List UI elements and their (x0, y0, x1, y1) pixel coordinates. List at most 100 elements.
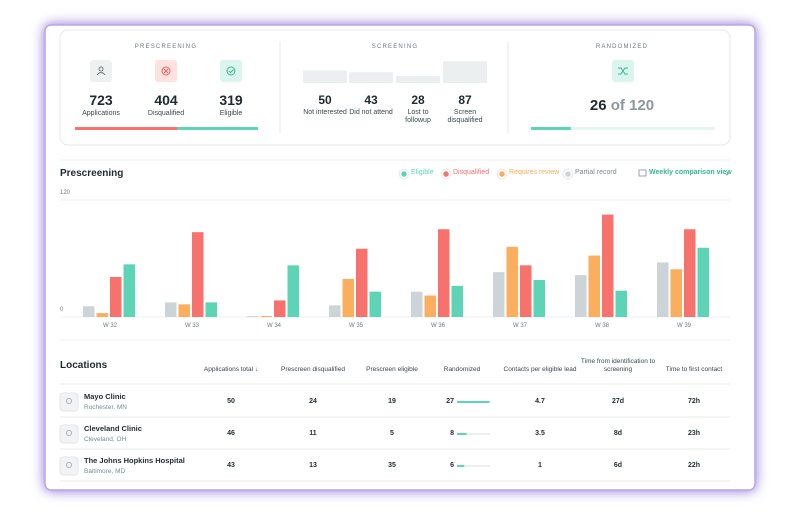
bar (615, 290, 627, 317)
randomized-track (457, 433, 490, 435)
table-title: Locations (60, 360, 108, 371)
cell: 50 (227, 398, 235, 405)
legend-label: Disqualified (453, 169, 490, 176)
randomized-bar (457, 401, 490, 403)
x-tick-label: W 33 (184, 323, 199, 329)
progress-track (531, 127, 715, 130)
screening-bar (443, 61, 487, 83)
summary-box (59, 29, 731, 146)
stat-label: Lost to followup (405, 109, 431, 125)
stat-label: Eligible (219, 110, 243, 117)
bar (165, 302, 177, 317)
icon (163, 68, 169, 74)
x-tick-label: W 38 (594, 323, 609, 329)
bar (96, 313, 108, 317)
cell: 46 (227, 430, 235, 437)
cell: 72h (687, 398, 701, 405)
cell: 35 (388, 462, 396, 469)
column-header: Prescreen disqualified (281, 366, 345, 374)
bar (602, 214, 614, 317)
progress-segment (75, 127, 178, 130)
cell: 27d (611, 398, 625, 405)
randomized-bar (457, 465, 465, 467)
x-tick-label: W 36 (430, 323, 445, 329)
bar (451, 285, 463, 317)
randomized-track (457, 465, 490, 467)
legend-marker (563, 169, 573, 179)
icon (98, 66, 104, 72)
bar (575, 275, 587, 317)
view-selector: Weekly comparison view (649, 169, 732, 176)
bar (657, 262, 669, 317)
legend-label: Eligible (411, 169, 434, 176)
bar (697, 247, 709, 317)
icon (161, 66, 171, 76)
legend-marker (497, 169, 507, 179)
pin (66, 430, 72, 436)
column-header: Randomized (443, 366, 481, 374)
column-header: Time to first contact (665, 366, 723, 374)
legend-marker (399, 169, 409, 179)
stat-value: 43 (364, 93, 378, 107)
stat-label: Screen disqualified (447, 109, 483, 125)
stat-value: 319 (219, 92, 243, 108)
bar (670, 269, 682, 317)
chart-title: Prescreening (60, 168, 124, 179)
randomized-joiner: of (610, 97, 625, 114)
location-icon (59, 456, 79, 476)
column-header: Time from identification to screening (580, 358, 656, 374)
randomized-value: 26 (589, 97, 607, 114)
x-tick-label: W 39 (676, 323, 691, 329)
bar (424, 295, 436, 317)
x-tick-label: W 34 (266, 323, 281, 329)
x-tick-label: W 32 (102, 323, 117, 329)
screening-bar (349, 72, 393, 83)
column-header: Prescreen eligible (366, 366, 418, 374)
stat-value: 87 (458, 93, 472, 107)
pin (66, 462, 72, 468)
stat-value: 50 (318, 93, 332, 107)
legend-marker (441, 169, 451, 179)
pin (66, 398, 72, 404)
section-title: PRESCREENING (134, 44, 198, 50)
stat-value: 28 (411, 93, 425, 107)
x-tick-label: W 35 (348, 323, 363, 329)
bar (110, 277, 122, 317)
cell: 8 (450, 430, 454, 437)
bar (533, 279, 545, 317)
cell: 1 (538, 462, 542, 469)
bar (274, 300, 286, 317)
cell: 22h (687, 462, 701, 469)
bar (192, 232, 204, 317)
section-title: RANDOMIZED (595, 44, 649, 50)
column-header[interactable]: Applications total ↓ (203, 366, 259, 374)
cell: 23h (687, 430, 701, 437)
location-city: Cleveland, OH (84, 436, 127, 443)
bar (588, 255, 600, 317)
stat-label: Not interested (303, 109, 347, 116)
stat-value: 723 (89, 92, 113, 108)
location-icon (59, 424, 79, 444)
legend-label: Partial record (575, 169, 617, 176)
location-name: Cleveland Clinic (84, 424, 142, 433)
bar (329, 305, 341, 317)
bar (356, 248, 368, 317)
legend-label: Requires review (509, 169, 560, 176)
bar (287, 265, 299, 317)
stat-value: 404 (154, 92, 178, 108)
progress-segment (177, 127, 258, 130)
location-name: The Johns Hopkins Hospital (84, 456, 185, 465)
icon-box (220, 60, 242, 82)
icon (618, 67, 628, 75)
bar (83, 306, 95, 317)
cell: 8d (613, 430, 623, 437)
bar (205, 302, 217, 317)
screening-bar (303, 70, 347, 83)
bar (684, 229, 696, 317)
screening-bar (396, 76, 440, 83)
bar (247, 316, 259, 317)
bar (342, 278, 354, 317)
randomized-line: 26 of 120 (552, 97, 692, 115)
